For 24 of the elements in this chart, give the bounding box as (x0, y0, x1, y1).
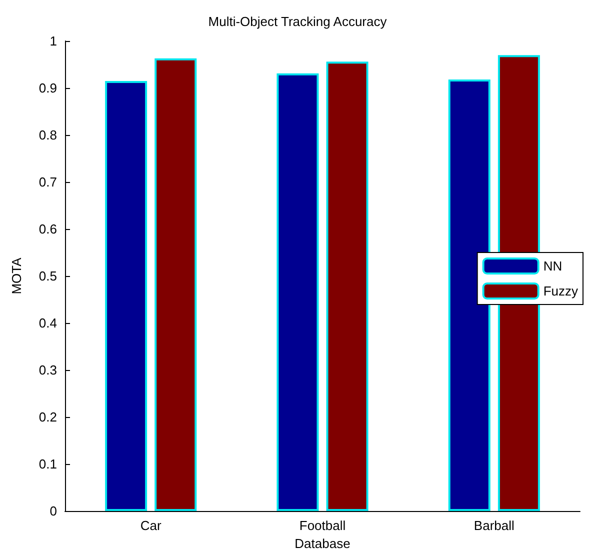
y-tick-label: 0.8 (38, 128, 57, 142)
x-axis-title: Database (294, 536, 350, 551)
y-tick-label: 0.3 (38, 362, 57, 378)
legend-label: Fuzzy (543, 284, 578, 298)
bar (105, 80, 148, 511)
x-tick-label: Football (299, 518, 346, 533)
y-tick-label: 0 (50, 504, 57, 518)
y-tick-label: 0.1 (38, 456, 57, 472)
bar (326, 62, 368, 511)
x-tick-label: Car (140, 518, 162, 533)
chart-title: Multi-Object Tracking Accuracy (208, 14, 388, 29)
y-tick-label: 1 (50, 34, 57, 48)
bar (276, 73, 319, 511)
y-tick-label: 0.9 (38, 80, 57, 96)
y-axis-title: MOTA (9, 257, 24, 294)
y-tick-label: 0.4 (38, 316, 57, 330)
y-tick-label: 0.5 (38, 268, 57, 284)
bar (448, 80, 490, 511)
x-tick-label: Barball (474, 518, 515, 533)
y-tick-label: 0.2 (38, 410, 57, 424)
y-tick-label: 0.7 (38, 174, 57, 190)
y-tick-label: 0.6 (38, 222, 57, 236)
legend-label: NN (543, 258, 562, 274)
bar (154, 58, 197, 511)
